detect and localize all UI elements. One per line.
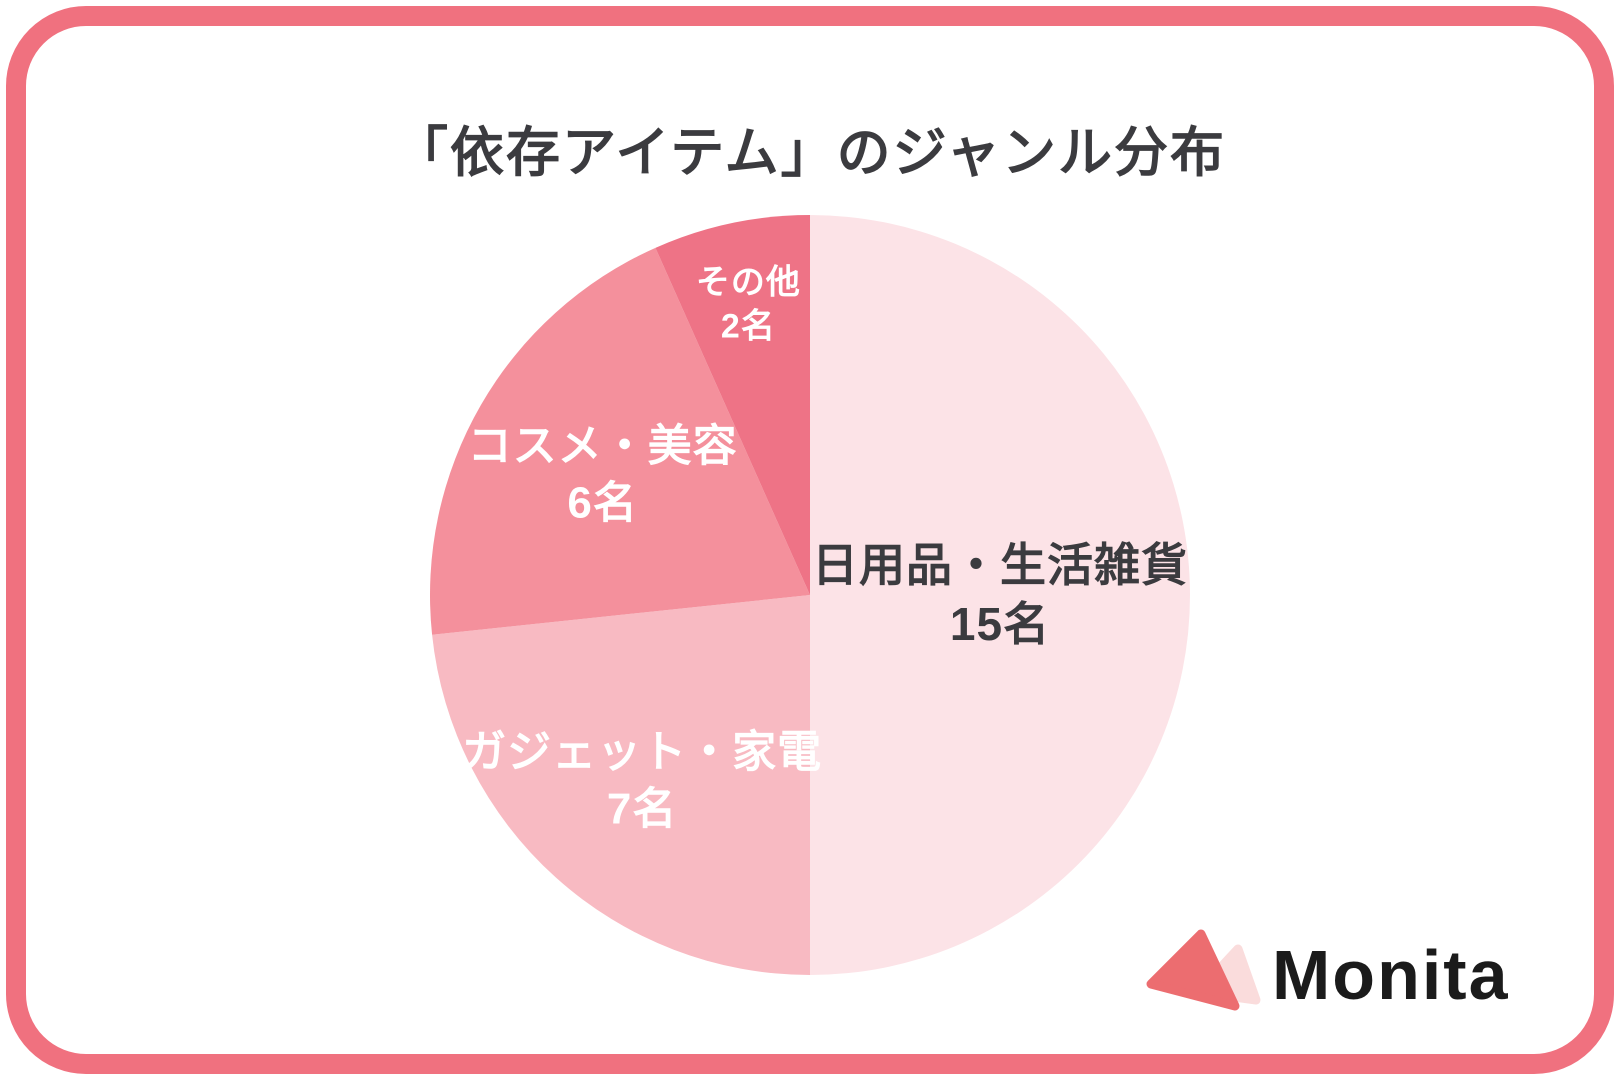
pie-slice <box>430 247 810 635</box>
slice-label: コスメ・美容 6名 <box>468 419 738 532</box>
slice-label-text: その他 <box>695 263 801 302</box>
slice-label: ガジェット・家電 7名 <box>462 725 822 838</box>
chart-title: 「依存アイテム」のジャンル分布 <box>394 123 1226 183</box>
slice-label-text: ガジェット・家電 <box>462 728 823 778</box>
slice-label-text: コスメ・美容 <box>467 421 738 471</box>
slice-label-value: 15名 <box>949 598 1051 650</box>
logo-triangle-icon <box>1146 929 1261 1011</box>
slice-label: 日用品・生活雑貨 15名 <box>812 536 1188 654</box>
brand-name: Monita <box>1272 936 1510 1014</box>
pie-slice <box>432 595 810 975</box>
slice-label: その他 2名 <box>696 262 801 349</box>
slice-label-value: 6名 <box>567 478 638 528</box>
pie-slice <box>810 215 1190 975</box>
brand-logo: Monita <box>1138 908 1578 1018</box>
pie-slice <box>655 215 810 595</box>
slice-label-text: 日用品・生活雑貨 <box>812 539 1188 592</box>
slice-label-value: 2名 <box>720 307 776 346</box>
slice-label-value: 7名 <box>606 784 678 834</box>
